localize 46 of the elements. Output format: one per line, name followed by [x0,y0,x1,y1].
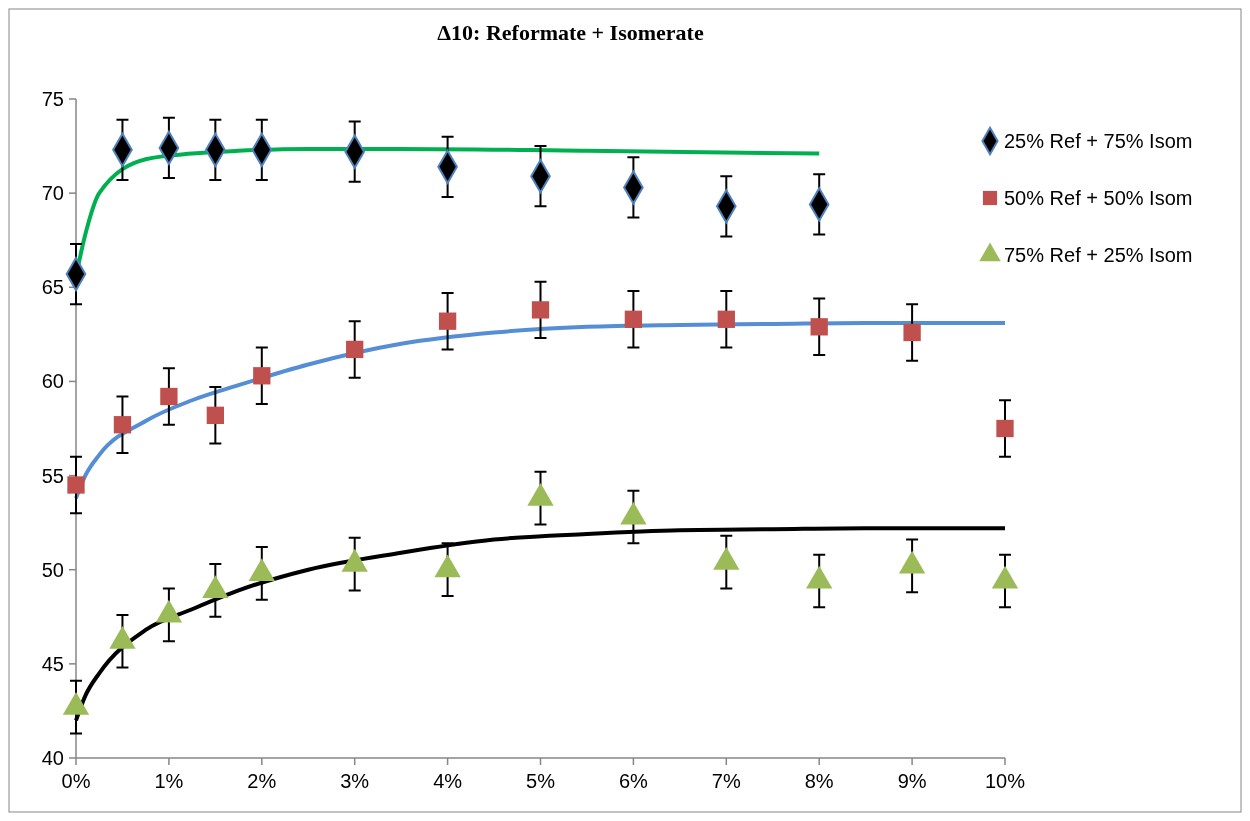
point [531,301,550,319]
point [810,318,828,336]
legend-label: 75% Ref + 25% Isom [1004,244,1193,266]
point [109,626,136,649]
x-tick-label: 6% [618,770,649,792]
legend-label: 25% Ref + 75% Isom [1004,130,1193,152]
x-tick-label: 2% [247,770,277,792]
x-tick-label: 1% [154,770,184,792]
point [438,312,457,330]
y-tick-label: 45 [41,652,64,675]
legend-label: 50% Ref + 50% Isom [1004,187,1193,209]
x-tick-label: 9% [897,770,927,792]
point [527,482,554,506]
x-tick-label: 0% [61,770,91,792]
x-tick-label: 10% [984,770,1026,792]
point [991,565,1019,589]
point [620,501,647,525]
point [248,558,275,582]
point [903,323,921,342]
point [996,419,1014,438]
point [155,599,183,623]
point [206,406,225,424]
point [253,367,271,385]
x-tick-label: 4% [433,770,463,792]
point [898,550,926,574]
y-tick-label: 40 [41,747,64,769]
point [341,548,368,572]
y-tick-label: 70 [41,182,64,205]
point [434,554,461,578]
point [624,310,643,328]
y-tick-label: 50 [41,558,64,581]
point [346,340,364,359]
point [202,575,229,599]
y-tick-label: 55 [41,464,64,487]
x-tick-label: 7% [711,770,741,792]
point [160,387,178,406]
y-tick-label: 65 [41,276,64,299]
y-tick-label: 75 [41,88,64,110]
point [717,310,735,328]
y-tick-label: 60 [41,370,64,393]
x-tick-label: 3% [340,770,370,792]
chart-title: Δ10: Reformate + Isomerate [437,20,704,45]
x-tick-label: 5% [526,770,556,792]
point [806,565,833,589]
x-tick-label: 8% [804,770,834,792]
point [713,546,740,570]
